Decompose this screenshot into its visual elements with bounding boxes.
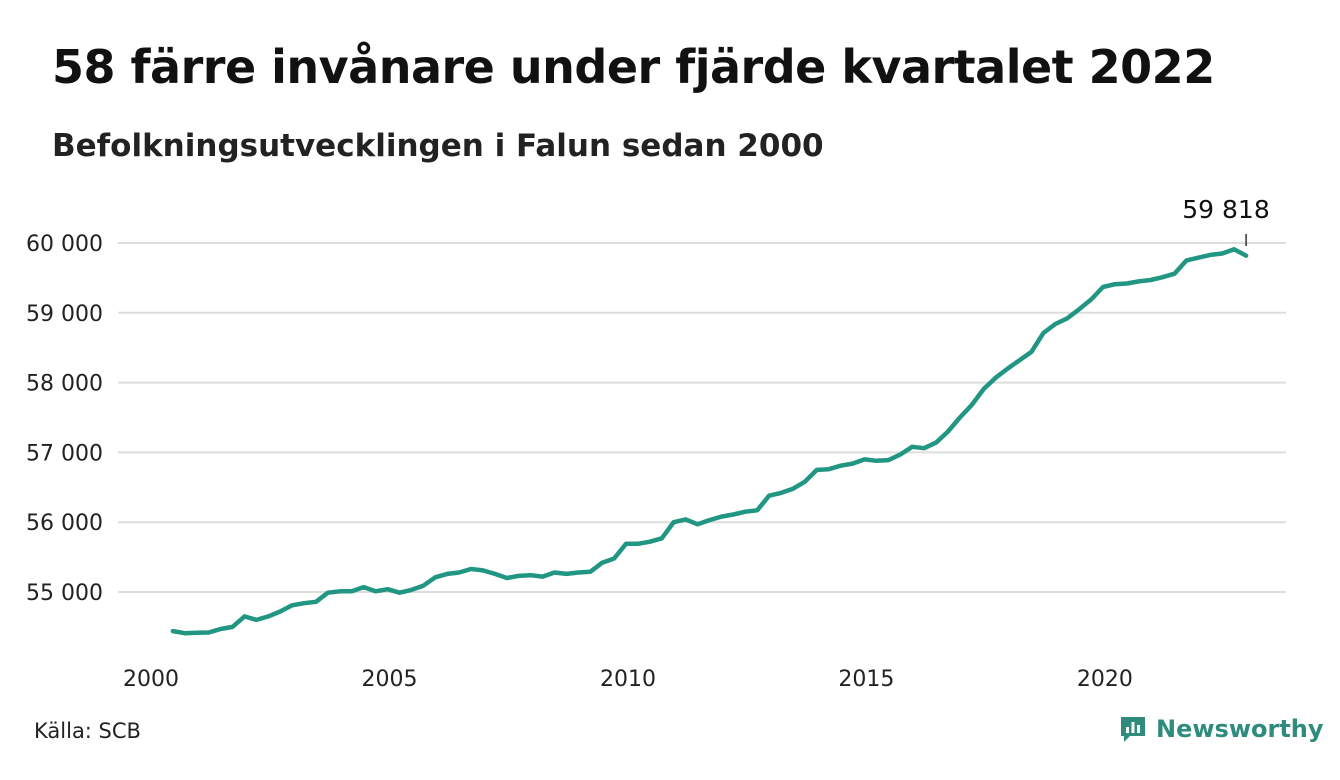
brand-name: Newsworthy [1156, 715, 1324, 743]
x-tick-label: 2000 [123, 667, 179, 692]
y-tick-label: 56 000 [26, 511, 103, 536]
gridlines [118, 242, 1286, 593]
y-tick-label: 60 000 [26, 232, 103, 257]
y-tick-label: 57 000 [26, 441, 103, 466]
line-chart: 55 000 56 000 57 000 58 000 59 000 60 000 200… [26, 195, 1286, 692]
y-axis-labels: 55 000 56 000 57 000 58 000 59 000 60 000 [26, 232, 103, 606]
x-tick-label: 2015 [838, 667, 894, 692]
x-tick-label: 2010 [600, 667, 656, 692]
chart-title: 58 färre invånare under fjärde kvartalet… [52, 40, 1215, 94]
source-note: Källa: SCB [34, 719, 141, 743]
x-axis-labels: 2000 2005 2010 2015 2020 [123, 667, 1133, 692]
y-tick-label: 55 000 [26, 581, 103, 606]
y-tick-label: 58 000 [26, 372, 103, 397]
chart-subtitle: Befolkningsutvecklingen i Falun sedan 20… [52, 128, 824, 164]
end-annotation: 59 818 [1182, 195, 1270, 246]
bar-chart-logo-icon [1121, 717, 1145, 742]
end-value-label: 59 818 [1182, 195, 1269, 224]
x-tick-label: 2020 [1077, 667, 1133, 692]
brand-logo: Newsworthy [1118, 714, 1324, 744]
series-group [170, 247, 1249, 636]
y-tick-label: 59 000 [26, 302, 103, 327]
x-tick-label: 2005 [361, 667, 417, 692]
series-line [170, 247, 1249, 636]
